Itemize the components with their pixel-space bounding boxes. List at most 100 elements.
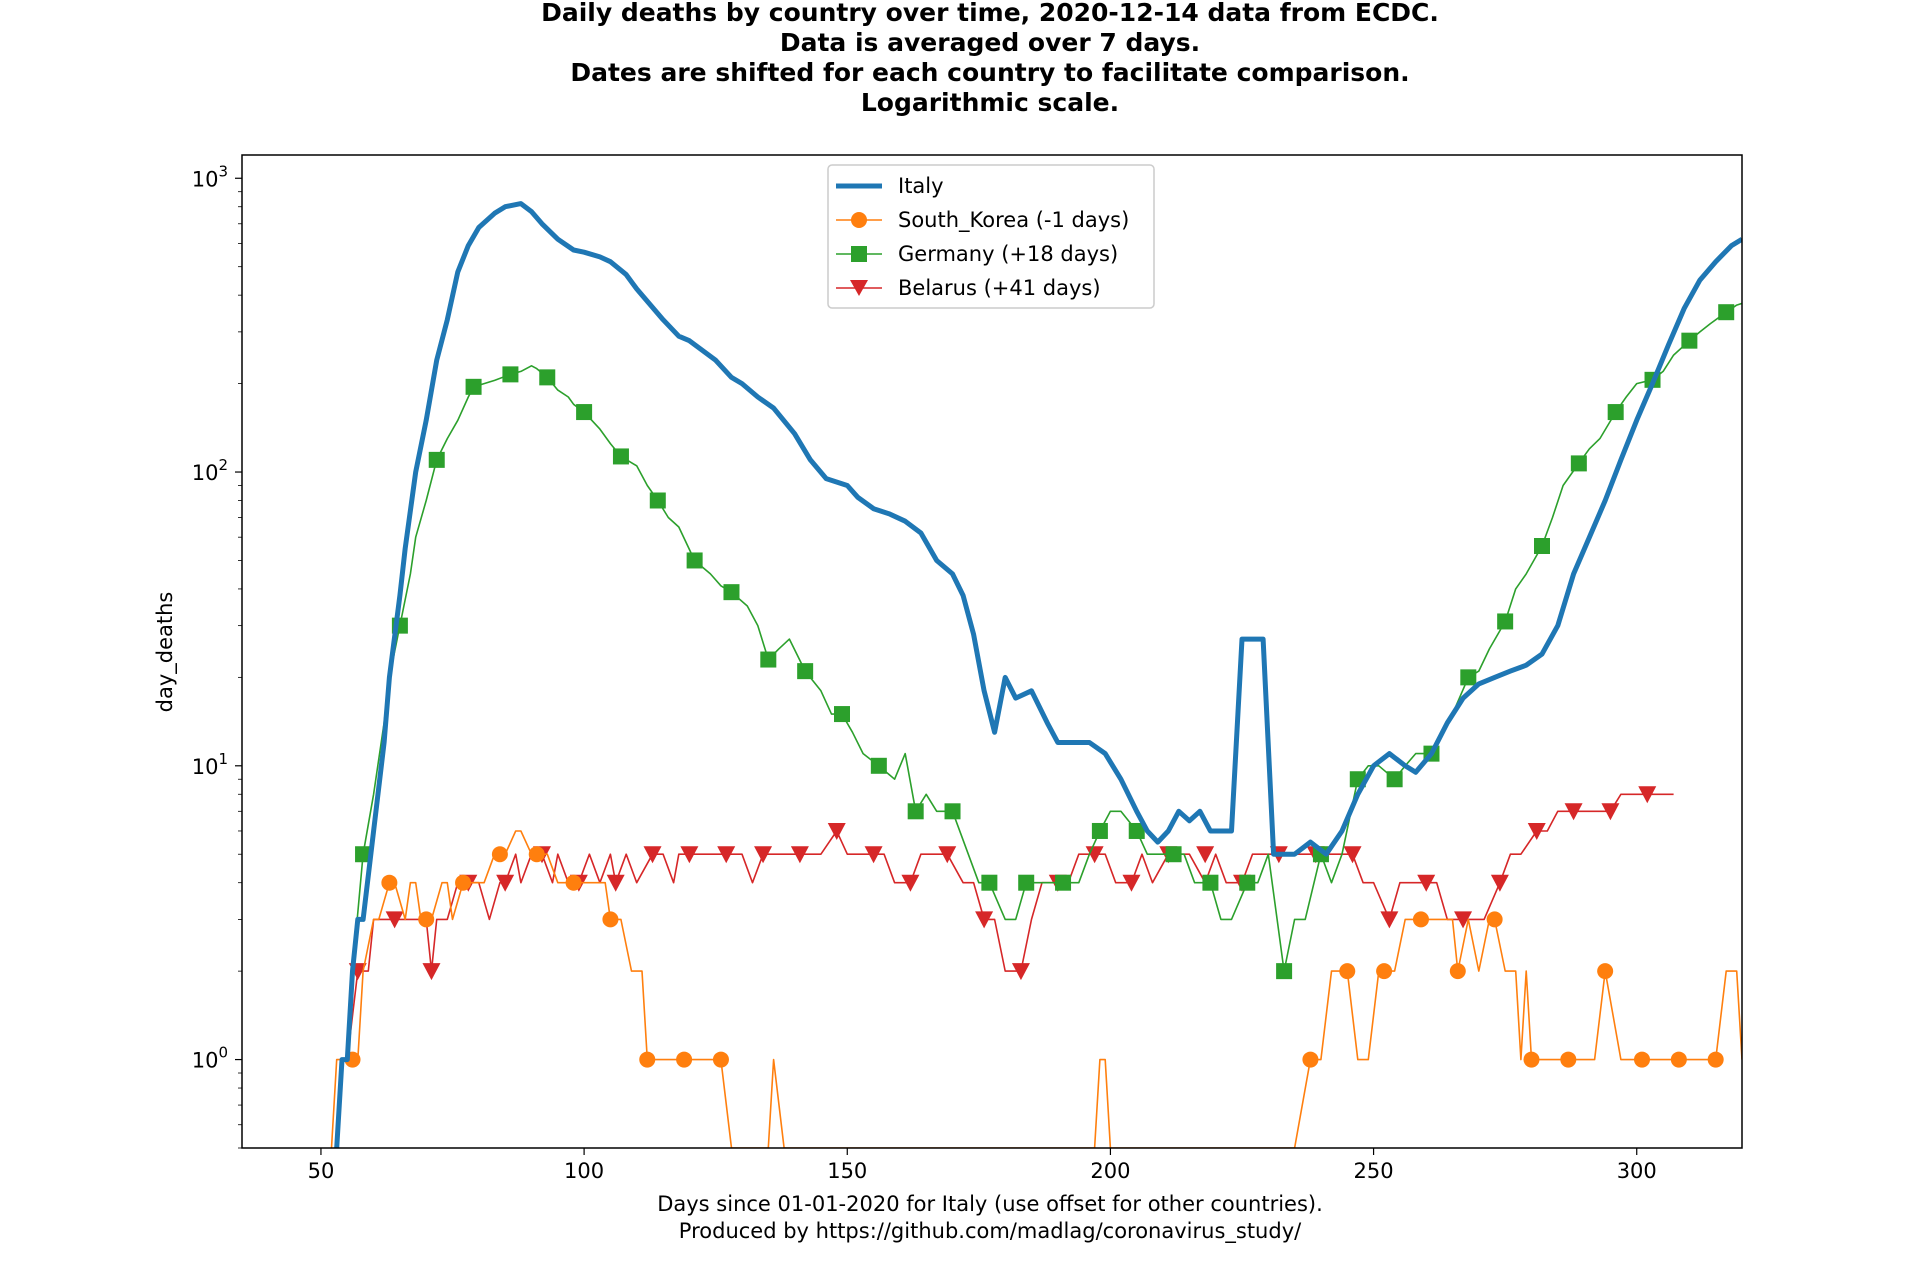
- point-south-korea-days: [1560, 1051, 1577, 1068]
- point-germany-days: [797, 663, 814, 680]
- x-axis-label-line-1: Days since 01-01-2020 for Italy (use off…: [657, 1192, 1323, 1216]
- point-germany-days: [612, 448, 629, 465]
- point-belarus-days: [1196, 846, 1215, 864]
- title-line-2: Data is averaged over 7 days.: [780, 28, 1200, 57]
- x-axis-label-line-2: Produced by https://github.com/madlag/co…: [679, 1219, 1302, 1244]
- point-belarus-days: [1122, 874, 1141, 892]
- y-tick-label-exponent: 0: [218, 1044, 228, 1062]
- y-tick-label-100: 102: [192, 456, 228, 485]
- point-belarus-days: [790, 846, 809, 864]
- legend-item-belarus: Belarus (+41 days): [836, 276, 1101, 300]
- point-belarus-days: [1343, 846, 1362, 864]
- legend-box: [827, 164, 1155, 309]
- series-belarus-days: [335, 786, 1674, 1148]
- point-germany-days: [649, 492, 666, 509]
- point-belarus-days: [1417, 874, 1436, 892]
- point-germany-days: [1128, 822, 1145, 839]
- legend-label-belarus: Belarus (+41 days): [898, 276, 1101, 300]
- point-belarus-days: [680, 846, 699, 864]
- point-south-korea-days: [602, 911, 619, 928]
- point-germany-days: [1165, 846, 1182, 863]
- legend: Italy South_Korea (-1 days) Germany (+18…: [827, 164, 1155, 309]
- point-belarus-days: [1011, 963, 1030, 981]
- x-tick-label-250: 250: [1354, 1159, 1394, 1183]
- series-layer: [330, 201, 1742, 1148]
- point-belarus-days: [1564, 803, 1583, 821]
- point-germany-days: [760, 651, 777, 668]
- legend-marker-germany: [851, 246, 867, 262]
- point-germany-days: [539, 369, 556, 386]
- point-germany-days: [502, 366, 519, 383]
- point-germany-days: [1570, 455, 1587, 472]
- y-tick-label-base: 10: [192, 1049, 219, 1073]
- series-italy: [334, 201, 1742, 1148]
- point-south-korea-days: [676, 1051, 693, 1068]
- y-tick-label-1: 100: [192, 1044, 228, 1073]
- point-germany-days: [981, 874, 998, 891]
- point-south-korea-days: [1597, 963, 1614, 980]
- y-tick-label-base: 10: [192, 755, 219, 779]
- legend-item-south-korea: South_Korea (-1 days): [836, 208, 1129, 233]
- point-germany-days: [870, 757, 887, 774]
- point-germany-days: [1460, 669, 1477, 686]
- point-belarus-days: [1601, 803, 1620, 821]
- series-line-italy: [334, 201, 1742, 1148]
- point-south-korea-days: [1412, 911, 1429, 928]
- point-south-korea-days: [1707, 1051, 1724, 1068]
- point-germany-days: [834, 706, 850, 723]
- point-south-korea-days: [1449, 963, 1466, 980]
- point-germany-days: [1534, 538, 1550, 555]
- point-south-korea-days: [1486, 911, 1503, 928]
- point-germany-days: [465, 378, 482, 395]
- point-belarus-days: [827, 822, 846, 840]
- point-south-korea-days: [381, 874, 398, 891]
- point-germany-days: [686, 552, 703, 569]
- point-south-korea-days: [1376, 963, 1393, 980]
- point-germany-days: [1055, 874, 1072, 891]
- point-germany-days: [1202, 874, 1219, 891]
- y-tick-label-1000: 103: [192, 162, 228, 191]
- point-germany-days: [1681, 332, 1698, 349]
- point-belarus-days: [1638, 786, 1657, 804]
- legend-marker-belarus: [850, 280, 868, 296]
- series-south-korea-days: [330, 830, 1742, 1148]
- point-germany-days: [576, 404, 593, 421]
- title-line-1: Daily deaths by country over time, 2020-…: [541, 0, 1439, 27]
- point-south-korea-days: [455, 874, 472, 891]
- point-germany-days: [907, 803, 924, 820]
- point-germany-days: [1091, 822, 1108, 839]
- point-germany-days: [355, 846, 372, 863]
- legend-item-italy: Italy: [836, 174, 944, 198]
- point-belarus-days: [864, 846, 883, 864]
- point-south-korea-days: [1302, 1051, 1319, 1068]
- legend-marker-south-korea: [851, 212, 867, 228]
- point-germany-days: [1497, 613, 1514, 630]
- point-belarus-days: [385, 911, 404, 929]
- y-tick-label-exponent: 2: [218, 456, 228, 474]
- point-germany-days: [1607, 404, 1624, 421]
- x-tick-label-100: 100: [564, 1159, 604, 1183]
- point-germany-days: [428, 451, 445, 468]
- x-tick-label-300: 300: [1617, 1159, 1657, 1183]
- legend-item-germany: Germany (+18 days): [836, 242, 1118, 266]
- x-tick-label-200: 200: [1090, 1159, 1130, 1183]
- point-south-korea-days: [1634, 1051, 1650, 1068]
- legend-label-germany: Germany (+18 days): [898, 242, 1118, 266]
- point-south-korea-days: [1339, 963, 1356, 980]
- point-belarus-days: [1490, 874, 1509, 892]
- point-south-korea-days: [1523, 1051, 1540, 1068]
- y-tick-label-10: 101: [192, 750, 228, 779]
- x-axis: 50 100 150 200 250 300: [308, 1148, 1657, 1183]
- plot-frame: [241, 154, 1743, 1149]
- point-germany-days: [1239, 874, 1256, 891]
- point-belarus-days: [643, 846, 662, 864]
- point-belarus-days: [1527, 822, 1546, 840]
- y-tick-label-exponent: 3: [218, 162, 228, 180]
- point-south-korea-days: [712, 1051, 729, 1068]
- point-germany-days: [1386, 771, 1403, 788]
- point-germany-days: [1718, 304, 1735, 321]
- point-belarus-days: [975, 911, 994, 929]
- point-belarus-days: [938, 846, 957, 864]
- y-axis-label: day_deaths: [153, 592, 178, 713]
